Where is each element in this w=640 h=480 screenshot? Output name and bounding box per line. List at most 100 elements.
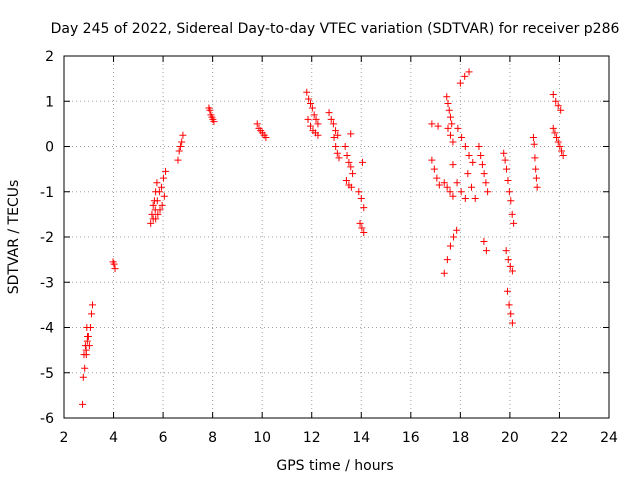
x-tick-label: 22 bbox=[551, 430, 569, 446]
data-point bbox=[154, 210, 162, 218]
data-point bbox=[310, 111, 318, 119]
data-point bbox=[178, 138, 186, 146]
data-point bbox=[477, 152, 485, 160]
data-point bbox=[484, 188, 492, 196]
data-point bbox=[153, 197, 161, 205]
data-point bbox=[306, 122, 314, 130]
data-point bbox=[210, 118, 218, 126]
data-point bbox=[551, 129, 559, 137]
x-tick-label: 10 bbox=[253, 430, 271, 446]
data-point bbox=[342, 176, 350, 184]
data-point bbox=[349, 170, 357, 178]
data-point bbox=[175, 147, 183, 155]
data-point bbox=[174, 156, 182, 164]
data-point bbox=[155, 188, 163, 196]
y-tick-labels: 2 1 0 -1 -2 -3 -4 -5 -6 bbox=[40, 49, 54, 427]
data-point bbox=[341, 143, 349, 150]
data-point bbox=[434, 122, 442, 130]
y-tick-label: -6 bbox=[40, 411, 54, 427]
data-point bbox=[312, 115, 320, 123]
data-point bbox=[157, 183, 165, 191]
data-point bbox=[549, 124, 557, 132]
data-point bbox=[559, 152, 567, 160]
data-point bbox=[360, 204, 368, 212]
data-point bbox=[359, 158, 367, 166]
data-point bbox=[554, 138, 562, 146]
data-point bbox=[453, 226, 461, 234]
x-tick-label: 16 bbox=[402, 430, 420, 446]
data-point bbox=[428, 120, 436, 128]
data-point bbox=[505, 188, 513, 196]
x-tick-label: 24 bbox=[600, 430, 618, 446]
data-point bbox=[449, 161, 457, 169]
data-point bbox=[82, 351, 90, 359]
data-point bbox=[482, 247, 490, 255]
data-point bbox=[176, 143, 184, 150]
data-point bbox=[446, 242, 454, 250]
data-point bbox=[303, 88, 311, 96]
data-point bbox=[443, 93, 451, 101]
data-point bbox=[160, 192, 168, 200]
data-point bbox=[532, 165, 540, 173]
x-tick-label: 14 bbox=[352, 430, 370, 446]
data-point bbox=[84, 333, 92, 341]
data-point bbox=[158, 201, 166, 209]
data-point bbox=[553, 133, 561, 141]
data-point bbox=[450, 233, 458, 241]
data-point bbox=[334, 131, 342, 139]
x-tick-label: 20 bbox=[501, 430, 519, 446]
data-point bbox=[501, 156, 509, 164]
data-point bbox=[428, 156, 436, 164]
data-point bbox=[461, 195, 469, 203]
data-point bbox=[506, 262, 514, 270]
data-point bbox=[333, 149, 341, 157]
data-point bbox=[510, 219, 518, 227]
data-point bbox=[79, 373, 87, 381]
data-point bbox=[343, 152, 351, 160]
data-point bbox=[347, 163, 355, 171]
data-point bbox=[446, 188, 454, 196]
data-point bbox=[85, 342, 93, 350]
y-tick-label: 2 bbox=[45, 49, 54, 65]
data-point bbox=[507, 310, 515, 318]
data-point bbox=[86, 324, 94, 331]
data-point bbox=[482, 179, 490, 187]
data-point bbox=[345, 158, 353, 166]
data-point bbox=[253, 120, 261, 128]
data-point bbox=[262, 133, 270, 141]
data-point bbox=[179, 131, 187, 139]
data-point bbox=[464, 170, 472, 178]
data-point bbox=[148, 210, 156, 218]
data-point bbox=[478, 161, 486, 169]
data-point bbox=[445, 106, 453, 114]
chart-title: Day 245 of 2022, Sidereal Day-to-day VTE… bbox=[51, 21, 620, 37]
y-tick-label: -3 bbox=[40, 275, 54, 291]
data-point bbox=[446, 113, 454, 121]
data-points bbox=[79, 68, 567, 408]
data-point bbox=[444, 124, 452, 132]
data-point bbox=[471, 195, 479, 203]
data-point bbox=[83, 337, 91, 345]
data-point bbox=[480, 170, 488, 178]
y-tick-label: 0 bbox=[45, 140, 54, 156]
data-point bbox=[465, 152, 473, 160]
data-point bbox=[465, 68, 473, 76]
data-point bbox=[549, 90, 557, 98]
data-point bbox=[147, 219, 155, 227]
data-point bbox=[503, 287, 511, 295]
data-point bbox=[448, 120, 456, 128]
data-point bbox=[454, 124, 462, 132]
data-point bbox=[81, 364, 89, 372]
data-point bbox=[335, 154, 343, 162]
data-point bbox=[152, 215, 160, 223]
data-point bbox=[508, 210, 516, 218]
x-tick-label: 6 bbox=[159, 430, 168, 446]
data-point bbox=[162, 167, 170, 175]
data-point bbox=[330, 133, 338, 141]
data-point bbox=[502, 247, 510, 255]
grid-lines bbox=[64, 56, 609, 418]
data-point bbox=[314, 120, 322, 128]
data-point bbox=[556, 143, 564, 150]
data-point bbox=[153, 179, 161, 187]
data-point bbox=[347, 130, 355, 138]
